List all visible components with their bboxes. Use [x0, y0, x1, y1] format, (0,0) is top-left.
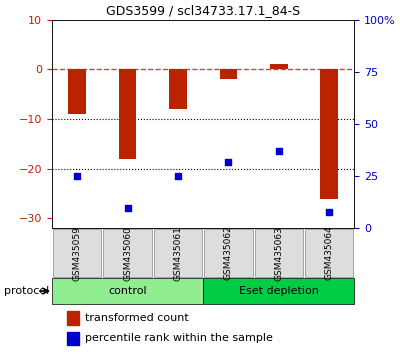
Text: Eset depletion: Eset depletion: [239, 286, 319, 296]
Text: transformed count: transformed count: [85, 313, 189, 323]
Point: [124, 205, 131, 210]
Point: [74, 173, 80, 179]
Text: GSM435064: GSM435064: [325, 226, 334, 280]
Title: GDS3599 / scl34733.17.1_84-S: GDS3599 / scl34733.17.1_84-S: [106, 4, 300, 17]
FancyBboxPatch shape: [203, 278, 354, 304]
Bar: [119, 69, 136, 159]
Text: GSM435059: GSM435059: [73, 225, 82, 280]
Text: GSM435063: GSM435063: [274, 225, 283, 280]
Bar: [67, 311, 79, 325]
FancyBboxPatch shape: [52, 278, 203, 304]
Text: GSM435062: GSM435062: [224, 226, 233, 280]
Point: [225, 159, 232, 165]
Text: GSM435060: GSM435060: [123, 225, 132, 280]
Text: percentile rank within the sample: percentile rank within the sample: [85, 333, 273, 343]
Text: control: control: [108, 286, 147, 296]
Text: GSM435061: GSM435061: [174, 225, 182, 280]
Bar: [67, 332, 79, 345]
Bar: [68, 69, 86, 114]
Bar: [169, 69, 187, 109]
FancyBboxPatch shape: [204, 229, 253, 277]
Point: [175, 173, 181, 179]
FancyBboxPatch shape: [154, 229, 202, 277]
FancyBboxPatch shape: [53, 229, 102, 277]
Text: protocol: protocol: [4, 286, 50, 296]
Bar: [320, 69, 338, 199]
FancyBboxPatch shape: [305, 229, 354, 277]
Bar: [270, 64, 288, 69]
Point: [276, 148, 282, 154]
Point: [326, 209, 332, 215]
Bar: [220, 69, 237, 79]
FancyBboxPatch shape: [104, 229, 152, 277]
FancyBboxPatch shape: [255, 229, 303, 277]
